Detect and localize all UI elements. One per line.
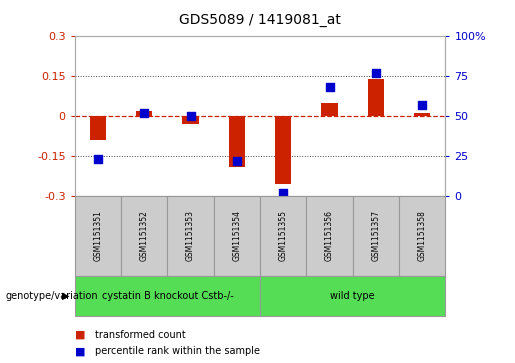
Text: ■: ■	[75, 330, 85, 340]
Text: GSM1151352: GSM1151352	[140, 211, 149, 261]
Point	[186, 113, 195, 119]
Text: ■: ■	[75, 346, 85, 356]
Point	[140, 110, 148, 116]
Text: wild type: wild type	[331, 291, 375, 301]
Text: GDS5089 / 1419081_at: GDS5089 / 1419081_at	[179, 13, 341, 27]
Text: GSM1151355: GSM1151355	[279, 211, 288, 261]
Bar	[182, 116, 199, 124]
Text: transformed count: transformed count	[95, 330, 186, 340]
Text: ▶: ▶	[62, 291, 70, 301]
Bar	[368, 79, 384, 116]
Bar	[275, 116, 291, 184]
Point	[279, 190, 287, 196]
Text: GSM1151354: GSM1151354	[232, 211, 242, 261]
Bar	[229, 116, 245, 167]
Bar	[321, 103, 338, 116]
Bar	[90, 116, 106, 140]
Bar	[414, 114, 431, 116]
Point	[94, 156, 102, 162]
Text: percentile rank within the sample: percentile rank within the sample	[95, 346, 260, 356]
Text: cystatin B knockout Cstb-/-: cystatin B knockout Cstb-/-	[101, 291, 233, 301]
Text: GSM1151358: GSM1151358	[418, 211, 427, 261]
Text: GSM1151357: GSM1151357	[371, 211, 381, 261]
Point	[233, 158, 241, 164]
Text: genotype/variation: genotype/variation	[5, 291, 98, 301]
Text: GSM1151356: GSM1151356	[325, 211, 334, 261]
Point	[325, 85, 334, 90]
Text: GSM1151351: GSM1151351	[93, 211, 102, 261]
Point	[418, 102, 426, 108]
Bar	[136, 111, 152, 116]
Text: GSM1151353: GSM1151353	[186, 211, 195, 261]
Point	[372, 70, 380, 76]
